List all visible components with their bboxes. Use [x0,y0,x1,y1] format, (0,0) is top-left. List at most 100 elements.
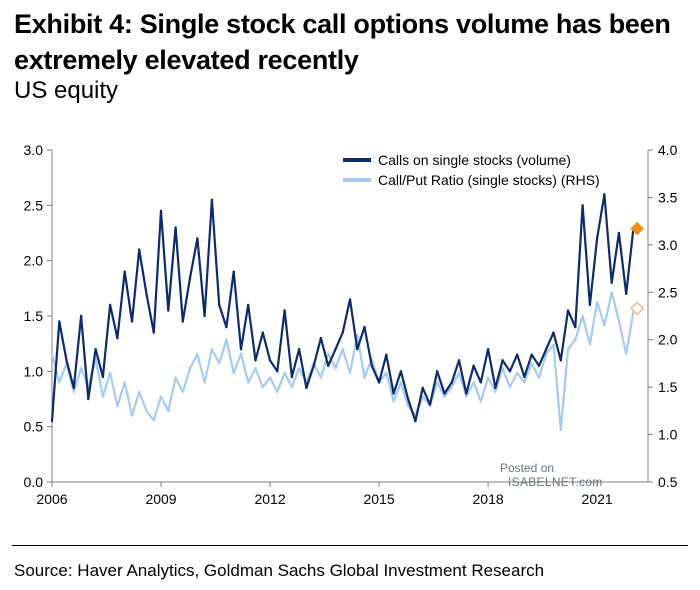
y-right-tick-label: 1.5 [658,379,678,395]
series-call-put-ratio-point [50,352,54,356]
series-call-put-ratio-point [457,371,461,375]
series-call-put-ratio-point [297,367,301,370]
series-call-put-ratio-point [72,390,76,394]
series-calls-volume-point [516,353,519,356]
series-call-put-ratio-point [625,352,628,356]
series-calls-volume-point [385,353,388,356]
series-call-put-ratio-point [232,371,235,375]
series-calls-volume-point [108,303,112,307]
series-calls-volume-point [290,375,294,379]
series-calls-volume-point [283,309,286,312]
series-calls-volume-point [196,237,199,240]
series-calls-volume-point [625,292,628,296]
series-calls-volume-point [218,303,221,307]
series-calls-volume-point [450,381,453,384]
y-left-tick-label: 2.0 [24,253,44,269]
series-call-put-ratio-point [254,367,257,370]
series-calls-volume-point [79,314,83,318]
series-calls-volume-point [414,419,417,423]
series-calls-volume-point [94,348,97,351]
series-calls-volume-point [377,381,381,384]
series-call-put-ratio-point [603,324,606,327]
series-calls-volume-point [574,325,577,329]
x-tick-label: 2018 [473,491,504,507]
series-calls-volume-point [501,359,504,362]
series-call-put-ratio-point [58,381,61,384]
series-call-put-ratio-point [261,385,264,389]
y-right-tick-label: 2.5 [658,284,678,300]
series-call-put-ratio-point [152,419,155,422]
series-calls-volume-point [203,314,206,318]
series-calls-volume-point [232,270,235,273]
series-calls-volume-point [552,331,555,334]
y-left-tick-label: 0.5 [24,419,44,435]
series-call-put-ratio-point [559,428,562,431]
series-calls-volume-point [145,292,148,296]
y-right-tick-label: 2.0 [658,332,678,348]
series-calls-volume-point [174,226,177,229]
series-calls-volume-point [87,397,90,401]
marker-ratio-latest [629,301,645,316]
y-right-tick-label: 0.5 [658,474,678,490]
source-divider [12,545,688,546]
y-left-tick-label: 3.0 [24,142,44,158]
series-calls-volume-point [152,331,155,334]
series-call-put-ratio-point [610,291,613,294]
series-calls-volume-point [545,348,548,351]
series-call-put-ratio-point [494,390,497,394]
series-calls-volume-point [472,364,475,367]
series-calls-volume-point [443,392,446,395]
series-call-put-ratio-point [523,381,526,384]
series-call-put-ratio-line [50,291,635,431]
series-call-put-ratio-point [283,371,286,375]
series-call-put-ratio-point [443,395,446,398]
series-calls-volume-point [370,364,373,367]
series-calls-volume-point [116,336,119,340]
series-call-put-ratio-point [348,371,352,375]
series-call-put-ratio-point [356,333,359,337]
series-call-put-ratio-point [101,395,105,398]
series-calls-volume-point [247,303,250,307]
series-calls-volume-point [610,281,613,284]
series-call-put-ratio-point [130,414,134,417]
series-calls-volume-point [58,320,61,323]
series-calls-volume-point [334,348,337,351]
series-call-put-ratio-point [436,381,439,384]
series-calls-volume-point [581,204,584,207]
series-calls-volume-point [436,370,439,373]
series-calls-volume-point [305,386,308,390]
legend-label-series-calls-volume: Calls on single stocks (volume) [378,152,571,168]
chart-axes: 0.0 0.5 1.0 1.5 2.0 2.5 3.0 0.5 1.0 1.5 2.0 2.5 3.0 3… [24,142,678,507]
x-tick-label: 2015 [363,491,394,507]
series-call-put-ratio-point [108,371,112,375]
x-tick-label: 2021 [582,491,613,507]
series-call-put-ratio-point [530,362,533,365]
series-calls-volume-point [130,320,134,323]
series-calls-volume-point [319,336,323,340]
series-call-put-ratio-point [552,343,555,346]
series-call-put-ratio-point [79,367,83,370]
series-call-put-ratio-point [327,352,330,356]
watermark-posted: Posted on [500,461,555,475]
series-calls-volume-point [348,298,352,301]
series-calls-volume-point [138,248,141,251]
series-calls-volume-point [50,419,54,423]
series-calls-volume-point [406,397,410,401]
series-calls-volume [50,193,635,423]
series-calls-volume-point [457,359,461,362]
y-left-tick-label: 1.5 [24,308,44,324]
series-calls-volume-point [530,353,533,356]
series-call-put-ratio-point [516,371,519,375]
chart-legend: Calls on single stocks (volume) Call/Put … [343,152,600,188]
series-call-put-ratio-point [210,348,214,351]
series-calls-volume-point [392,392,395,395]
series-calls-volume-point [603,193,606,196]
series-call-put-ratio-point [501,367,504,370]
series-calls-volume-point [508,370,512,373]
y-right-tick-label: 1.0 [658,427,678,443]
series-calls-volume-point [268,359,272,362]
series-layer [50,193,645,431]
series-call-put-ratio-point [145,409,148,413]
series-call-put-ratio [50,291,635,431]
x-tick-label: 2006 [36,491,67,507]
